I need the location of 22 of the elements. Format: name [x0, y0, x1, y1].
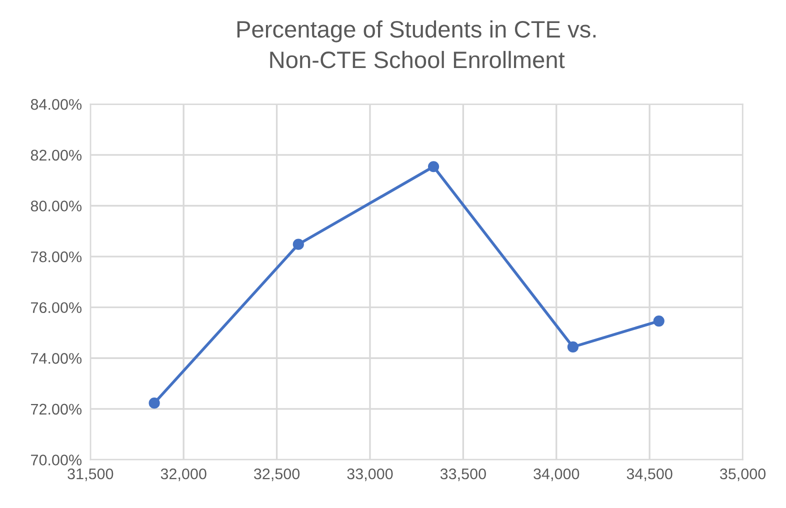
y-tick-label: 84.00%: [30, 99, 82, 110]
x-tick-label: 34,000: [534, 468, 580, 482]
point: [148, 398, 160, 409]
y-tick-label: 72.00%: [31, 404, 82, 415]
y-tick-label: 70.00%: [31, 454, 82, 466]
y-tick-label: 82.00%: [30, 150, 82, 161]
point: [428, 161, 440, 172]
point: [567, 341, 579, 353]
x-tick-label: 33,000: [347, 468, 393, 482]
chart-title: Percentage of Students in CTE vs. Non-CTE School Enrollment: [237, 20, 596, 68]
point: [292, 238, 304, 250]
x-tick-label: 32,500: [254, 468, 300, 482]
y-tick-label: 80.00%: [30, 200, 82, 212]
x-tick-label: 34,500: [626, 468, 672, 482]
y-tick-label: 74.00%: [31, 353, 82, 364]
y-tick-label: 76.00%: [31, 302, 82, 314]
x-tick-label: 32,000: [160, 468, 206, 482]
x-tick-label: 33,500: [440, 468, 486, 482]
x-tick-label: 35,000: [720, 468, 766, 482]
y-tick-label: 78.00%: [31, 251, 82, 262]
x-tick-label: 31,500: [68, 468, 114, 482]
point: [653, 316, 664, 327]
